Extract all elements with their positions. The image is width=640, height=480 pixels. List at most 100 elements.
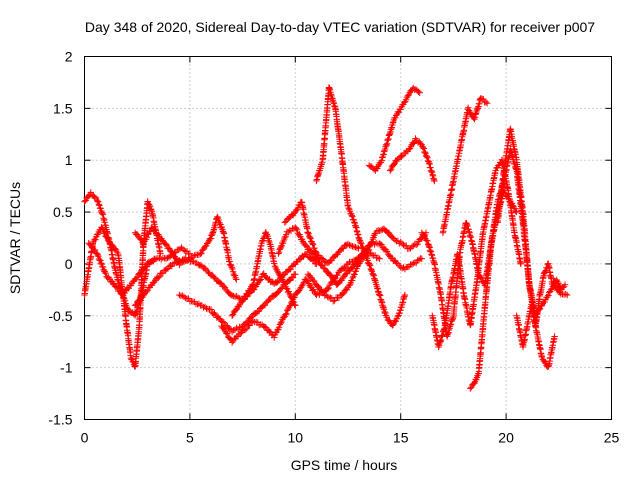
data-point: [172, 254, 179, 262]
data-point: [224, 330, 231, 337]
data-point: [424, 237, 431, 244]
data-point: [284, 306, 292, 313]
data-point: [347, 242, 355, 249]
data-point: [227, 261, 234, 268]
data-point: [95, 253, 102, 260]
data-series: [387, 135, 438, 185]
data-point: [349, 274, 356, 282]
data-point: [512, 208, 519, 215]
y-tick-label: 0: [65, 256, 73, 272]
data-point: [263, 231, 271, 238]
data-point: [197, 250, 204, 258]
data-point: [390, 161, 397, 168]
data-point: [277, 319, 284, 327]
data-point: [228, 264, 235, 271]
data-point: [296, 256, 304, 263]
series-layer: [81, 84, 571, 392]
data-point: [366, 261, 373, 268]
data-point: [511, 205, 518, 212]
data-point: [87, 189, 94, 196]
data-point: [307, 235, 314, 242]
data-point: [467, 385, 474, 392]
data-point: [309, 240, 316, 247]
data-point: [343, 270, 351, 277]
data-point: [219, 318, 226, 325]
data-point: [226, 325, 233, 332]
data-point: [397, 238, 404, 246]
y-tick-label: 2: [65, 49, 73, 65]
data-point: [302, 242, 309, 249]
data-point: [368, 266, 375, 274]
x-tick-label: 0: [81, 430, 89, 446]
y-tick-label: -0.5: [48, 308, 72, 324]
x-axis-label: GPS time / hours: [291, 457, 398, 473]
data-point: [233, 276, 240, 283]
data-series: [365, 84, 423, 174]
data-point: [311, 248, 319, 255]
data-point: [190, 258, 197, 265]
data-point: [331, 278, 338, 285]
data-point: [155, 274, 162, 282]
chart-title: Day 348 of 2020, Sidereal Day-to-day VTE…: [85, 19, 595, 35]
data-point: [382, 246, 390, 253]
y-tick-label: 1: [65, 152, 73, 168]
data-point: [327, 294, 334, 301]
data-point: [178, 244, 185, 251]
data-series: [85, 240, 194, 298]
data-point: [257, 276, 264, 283]
data-point: [292, 302, 299, 309]
grid: [84, 56, 612, 420]
data-point: [424, 154, 431, 161]
data-point: [291, 301, 298, 308]
data-point: [132, 275, 140, 282]
data-point: [415, 256, 423, 263]
data-point: [99, 226, 107, 233]
data-point: [286, 277, 293, 284]
data-point: [394, 313, 401, 320]
data-point: [274, 278, 281, 286]
data-point: [136, 296, 143, 304]
data-point: [398, 153, 405, 160]
data-point: [324, 285, 332, 293]
data-point: [551, 333, 558, 340]
data-point: [286, 302, 293, 310]
data-point: [274, 268, 281, 275]
data-point: [293, 226, 301, 233]
data-point: [410, 140, 417, 147]
y-tick-label: -1.5: [48, 412, 72, 428]
data-point: [156, 273, 163, 280]
data-point: [290, 210, 298, 217]
data-point: [561, 281, 569, 288]
data-point: [194, 301, 201, 308]
data-point: [102, 270, 109, 277]
data-point: [151, 256, 158, 263]
data-point: [143, 234, 151, 241]
x-tick-label: 20: [498, 430, 514, 446]
data-point: [324, 293, 331, 301]
data-point: [367, 242, 374, 249]
data-point: [311, 277, 318, 285]
data-point: [97, 259, 105, 267]
plot-area: [84, 56, 612, 420]
data-point: [384, 137, 391, 144]
data-point: [181, 247, 188, 254]
data-point: [108, 241, 116, 249]
data-point: [111, 245, 119, 252]
data-point: [398, 265, 406, 272]
y-axis-tick-labels: -1.5 -1 -0.5 0 0.5 1 1.5 2: [48, 49, 72, 428]
data-point: [158, 256, 165, 263]
data-point: [346, 241, 353, 249]
data-point: [249, 317, 257, 325]
y-axis-label: SDTVAR / TECUs: [7, 182, 23, 294]
data-point: [228, 312, 236, 319]
data-point: [357, 239, 364, 246]
data-point: [366, 262, 374, 269]
data-point: [418, 255, 425, 262]
data-point: [288, 294, 296, 302]
data-point: [232, 274, 239, 282]
data-point: [227, 291, 235, 298]
data-point: [246, 287, 253, 294]
data-point: [306, 272, 314, 280]
data-point: [358, 240, 365, 247]
